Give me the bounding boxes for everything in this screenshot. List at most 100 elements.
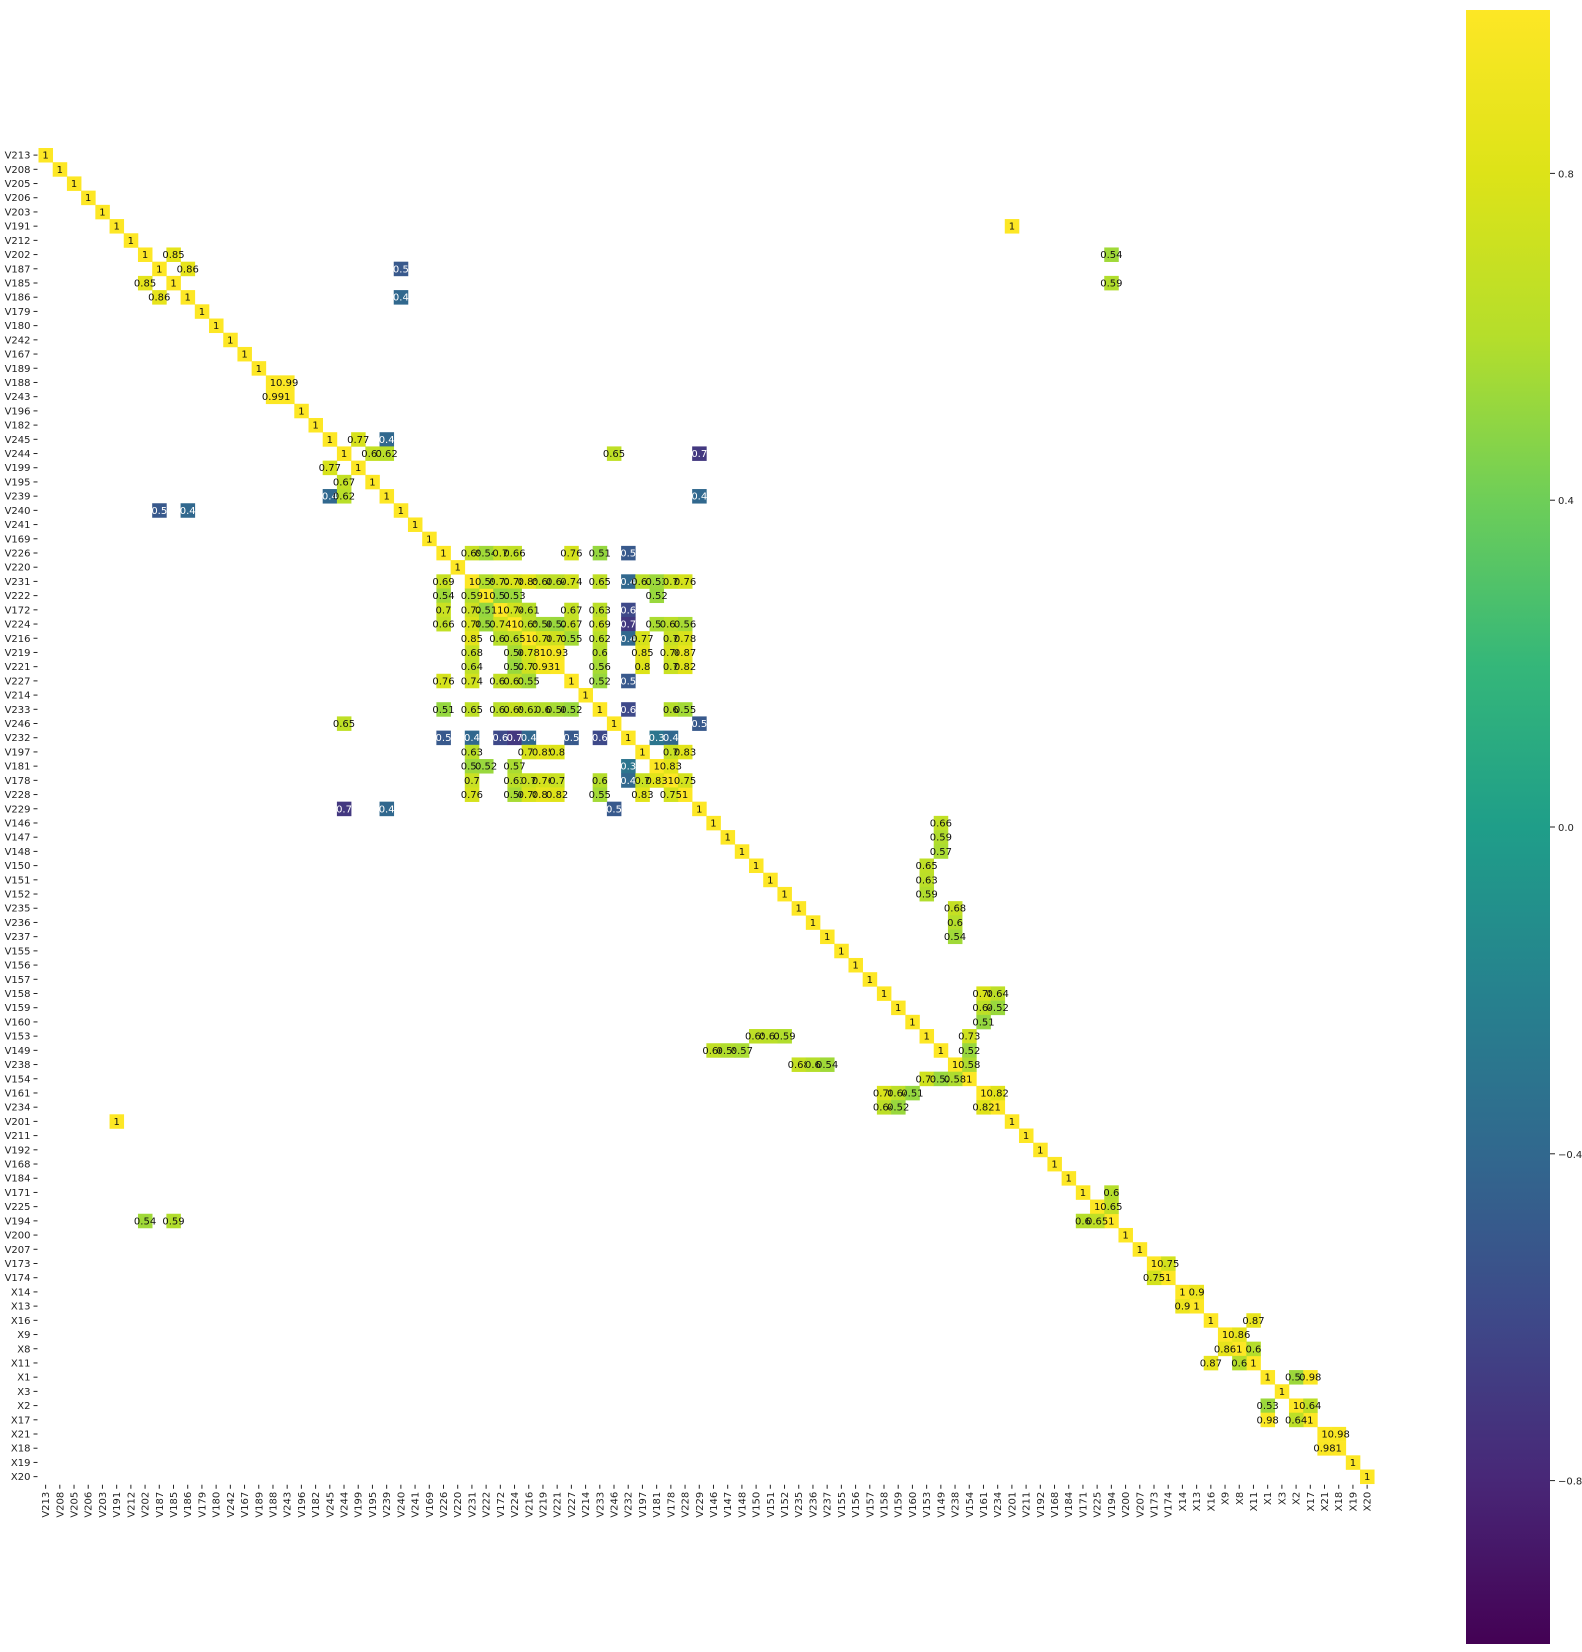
cell-annotation: 0.56	[674, 620, 696, 631]
cell-annotation: 0.56	[503, 648, 525, 659]
heatmap-cell	[791, 901, 807, 916]
cell-annotation: 0.64	[972, 1003, 994, 1014]
heatmap-cell	[962, 1057, 977, 1072]
x-tick-label: V180	[212, 1492, 223, 1518]
y-tick-label: V158	[5, 989, 31, 1000]
cell-annotation: 1	[781, 890, 787, 901]
heatmap-cell	[635, 574, 650, 589]
heatmap-cell	[976, 1014, 991, 1030]
cell-annotation: 0.59	[773, 1032, 795, 1043]
y-tick-label: V191	[5, 222, 31, 233]
cell-annotation: 1	[256, 364, 262, 375]
x-tick-label: V245	[325, 1492, 336, 1518]
cell-annotation: 0.68	[788, 1060, 810, 1071]
heatmap-cell	[592, 673, 608, 689]
heatmap-cell	[464, 659, 480, 675]
heatmap-cell	[592, 574, 608, 589]
cell-annotation: 0.98	[1299, 1373, 1321, 1384]
heatmap-cell	[550, 616, 565, 632]
heatmap-cell	[976, 986, 991, 1001]
heatmap-cell	[1189, 1299, 1205, 1314]
heatmap-cell	[180, 503, 196, 518]
cell-annotation: 1	[1122, 1231, 1128, 1242]
heatmap-cell	[493, 588, 508, 604]
cell-annotation: 0.59	[930, 833, 952, 844]
heatmap-cell	[223, 332, 238, 348]
heatmap-cell	[677, 659, 693, 675]
cell-annotation: 0.9	[1189, 1287, 1205, 1298]
cell-annotation: 0.63	[660, 620, 682, 631]
cell-annotation: 0.69	[461, 548, 483, 559]
heatmap-cell	[947, 1071, 963, 1087]
y-tick-label: X21	[11, 1430, 31, 1441]
cell-annotation: 0.64	[461, 662, 483, 673]
cell-annotation: 0.78	[972, 989, 994, 1000]
heatmap-cell	[919, 1071, 935, 1087]
cell-annotation: 0.7	[663, 577, 679, 588]
heatmap-cell	[507, 759, 522, 774]
cell-annotation: 0.67	[361, 449, 383, 460]
cell-annotation: 1	[383, 492, 389, 503]
heatmap-cell	[621, 545, 636, 561]
cell-annotation: 0.5	[691, 719, 707, 730]
colorbar: −0.8 −0.4 0.0 0.4 0.8	[1466, 10, 1582, 1644]
cell-annotation: 0.64	[1299, 1401, 1321, 1412]
cell-annotation: 1	[1321, 1430, 1327, 1441]
cell-annotation: 1	[554, 662, 560, 673]
heatmap-cell	[464, 631, 480, 646]
cell-annotation: 1	[270, 378, 276, 389]
heatmap-cells: 1111111111111111111111111111111111111111…	[38, 148, 1375, 1485]
x-tick-label: X9	[1221, 1492, 1232, 1505]
y-tick-label: X16	[11, 1316, 31, 1327]
y-tick-label: V186	[5, 293, 31, 304]
heatmap-cell	[1146, 1270, 1162, 1286]
cell-annotation: 0.75	[660, 790, 682, 801]
y-tick-label: V167	[5, 350, 31, 361]
cell-annotation: 0.59	[717, 1046, 739, 1057]
heatmap-cell	[621, 773, 636, 788]
heatmap-cell	[507, 631, 522, 646]
y-tick-label: V194	[5, 1216, 31, 1227]
x-tick-label: V213	[41, 1492, 52, 1518]
x-tick-label: V242	[226, 1492, 237, 1518]
y-tick-label: V235	[5, 904, 31, 915]
cell-annotation: 1	[739, 847, 745, 858]
cell-annotation: 0.6	[947, 918, 963, 929]
x-tick-label: V246	[610, 1492, 621, 1518]
heatmap-cell	[535, 773, 551, 788]
cell-annotation: 1	[725, 833, 731, 844]
cell-annotation: 0.63	[503, 776, 525, 787]
heatmap-cell	[407, 517, 423, 532]
heatmap-cell	[933, 844, 949, 859]
y-tick-label: V156	[5, 961, 31, 972]
cell-annotation: 0.4	[521, 733, 537, 744]
y-tick-label: V238	[5, 1060, 31, 1071]
heatmap-cell	[635, 631, 650, 646]
heatmap-cell	[649, 574, 665, 589]
heatmap-cell	[464, 702, 480, 717]
cell-annotation: 0.4	[180, 506, 196, 517]
x-tick-label: V199	[354, 1492, 365, 1518]
x-tick-label: V187	[155, 1492, 166, 1518]
cell-annotation: 1	[241, 350, 247, 361]
x-tick-label: V220	[453, 1492, 464, 1518]
heatmap-cell	[677, 616, 693, 632]
heatmap-cell	[734, 1043, 750, 1058]
cell-annotation: 0.66	[702, 1046, 724, 1057]
heatmap-cell	[521, 574, 537, 589]
heatmap-cell	[649, 730, 665, 746]
heatmap-cell	[592, 787, 608, 802]
x-tick-label: V156	[851, 1492, 862, 1518]
heatmap-cell	[550, 631, 565, 646]
cell-annotation: 1	[142, 250, 148, 261]
y-tick-label: V146	[5, 818, 31, 829]
y-tick-label: V160	[5, 1017, 31, 1028]
x-tick-label: V161	[979, 1492, 990, 1518]
cell-annotation: 0.87	[1200, 1358, 1222, 1369]
heatmap-cell	[706, 815, 721, 831]
heatmap-cell	[635, 773, 650, 788]
heatmap-cell	[535, 574, 551, 589]
cell-annotation: 0.7	[634, 776, 650, 787]
heatmap-cell	[777, 886, 792, 902]
heatmap-cell	[649, 616, 665, 632]
